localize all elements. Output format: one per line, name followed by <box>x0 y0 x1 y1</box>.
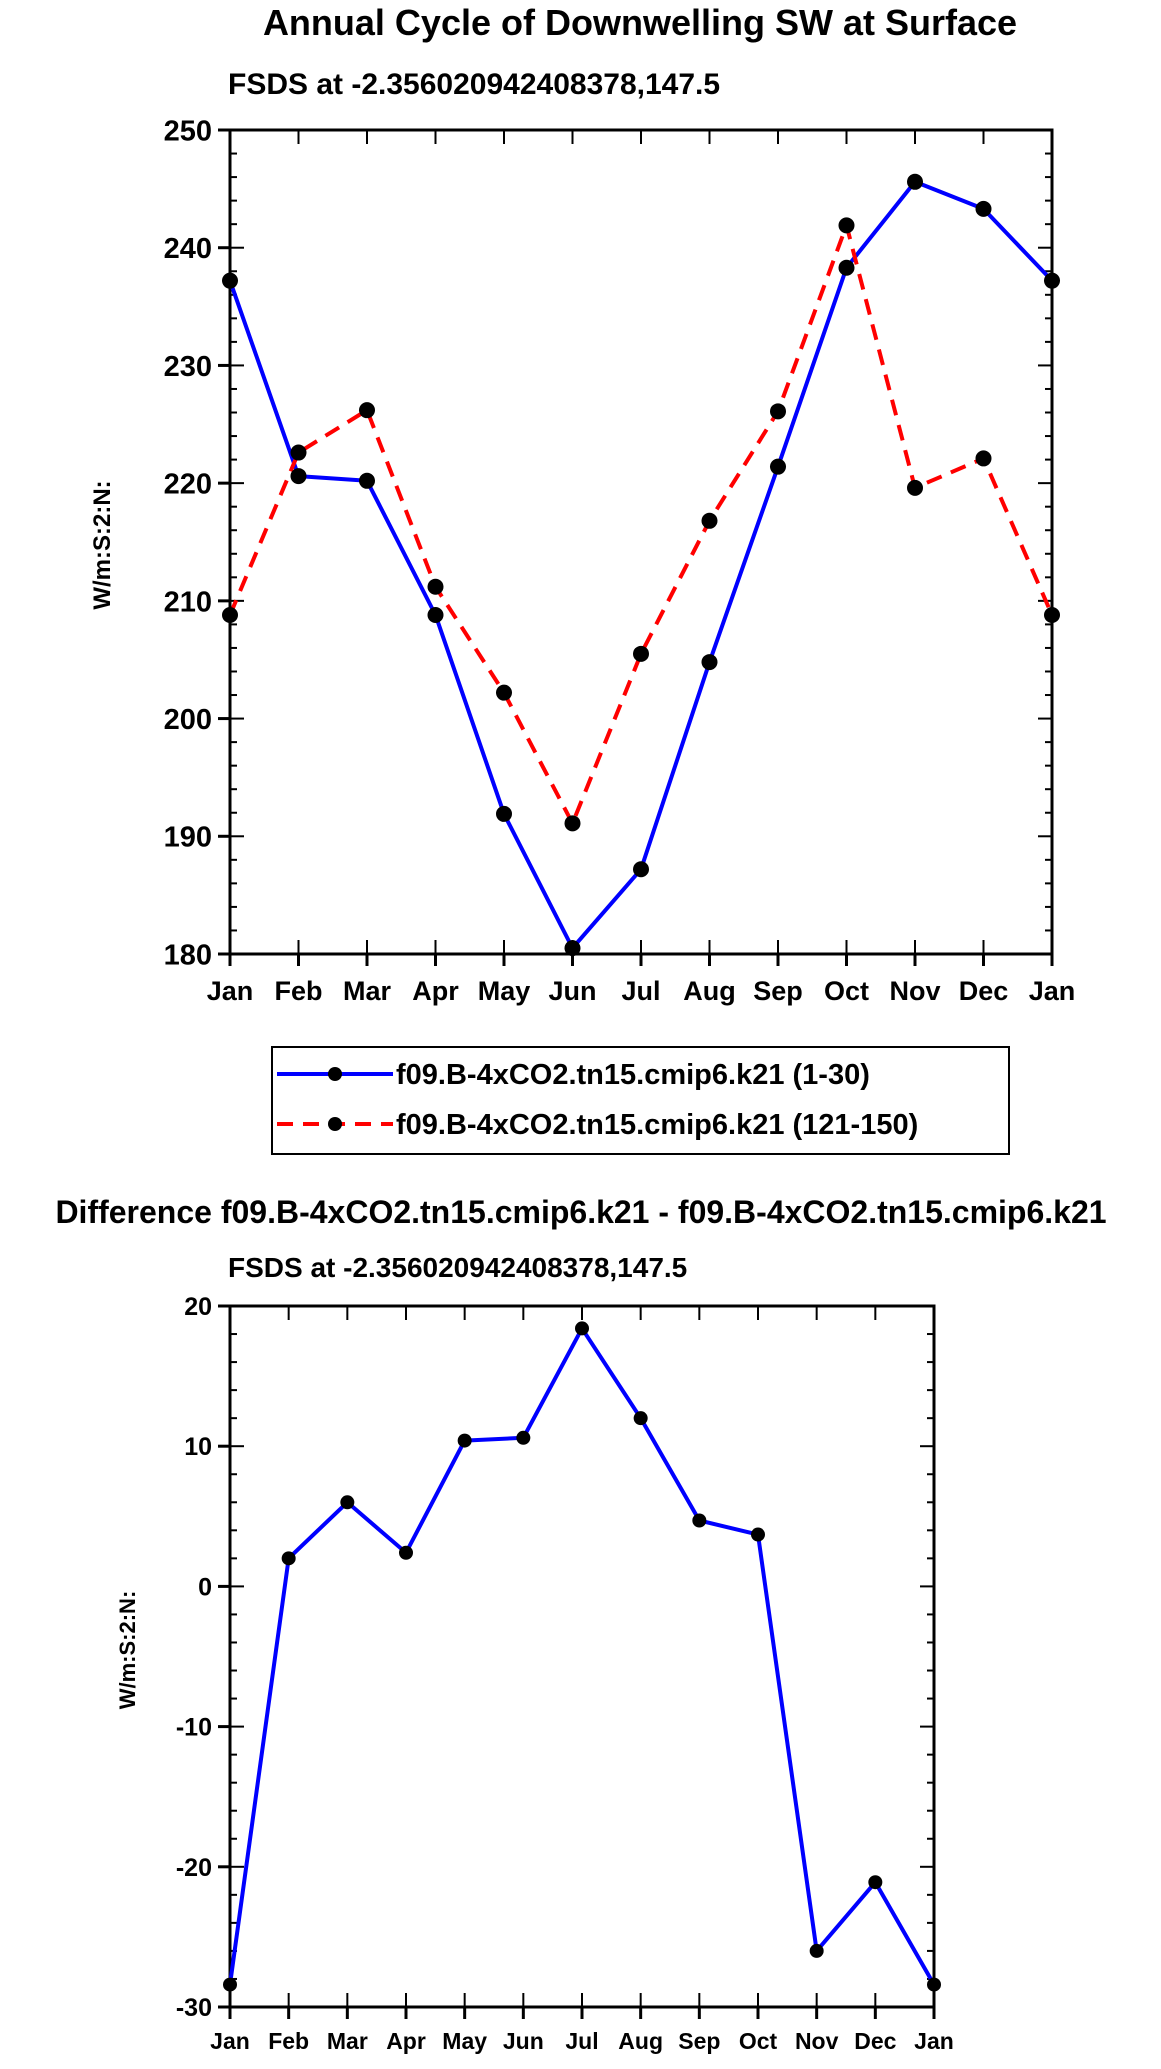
data-point-series2 <box>359 402 375 419</box>
chart2-ylabel: W/m:S:2:N: <box>115 1591 140 1710</box>
series-line-1 <box>228 179 1054 951</box>
chart1-title: Annual Cycle of Downwelling SW at Surfac… <box>263 2 1017 43</box>
x-tick-label: Mar <box>343 976 392 1006</box>
data-point-series1 <box>907 173 923 190</box>
data-point-series1 <box>633 861 649 878</box>
y-tick-label: 220 <box>164 469 212 501</box>
data-point-series1 <box>751 1527 765 1542</box>
y-tick-label: 20 <box>184 1293 212 1321</box>
x-tick-label: Jan <box>1029 976 1076 1006</box>
legend-box <box>271 1046 1010 1155</box>
x-tick-label: Feb <box>274 976 322 1006</box>
x-tick-label: Jan <box>914 2028 954 2054</box>
x-tick-label: Sep <box>753 976 803 1006</box>
y-tick-label: 200 <box>164 704 212 736</box>
data-point-series1 <box>427 606 444 623</box>
data-point-series1 <box>564 940 581 957</box>
data-point-series1 <box>496 805 512 822</box>
data-point-series2 <box>975 450 992 467</box>
data-point-series2 <box>770 403 786 420</box>
data-point-series1 <box>701 654 718 671</box>
data-point-series2 <box>222 606 238 623</box>
data-point-series1 <box>222 272 238 289</box>
data-point-series1 <box>1044 272 1060 289</box>
y-tick-label: -10 <box>176 1714 212 1742</box>
chart2-subtitle: FSDS at -2.356020942408378,147.5 <box>228 1252 687 1283</box>
x-tick-label: Oct <box>739 2028 778 2054</box>
chart1-ylabel: W/m:S:2:N: <box>89 480 116 609</box>
x-tick-label: May <box>478 976 531 1006</box>
y-tick-label: 250 <box>164 115 212 147</box>
data-point-series1 <box>281 1551 296 1566</box>
legend-label-series1: f09.B-4xCO2.tn15.cmip6.k21 (1-30) <box>396 1059 870 1091</box>
x-tick-label: Apr <box>412 976 459 1006</box>
x-tick-label: Jan <box>207 976 254 1006</box>
legend-marker-series2 <box>328 1117 342 1131</box>
legend-marker-series1 <box>328 1067 342 1081</box>
data-point-series1 <box>457 1433 472 1448</box>
y-tick-label: 210 <box>164 586 212 618</box>
data-point-series2 <box>907 479 923 496</box>
data-point-series1 <box>838 259 855 276</box>
data-point-series2 <box>633 645 649 662</box>
plot-frame <box>228 1304 936 2009</box>
x-tick-label: Dec <box>959 976 1009 1006</box>
data-point-series1 <box>868 1875 883 1890</box>
data-point-series1 <box>975 200 992 217</box>
x-tick-label: Sep <box>678 2028 720 2054</box>
x-tick-label: Aug <box>618 2028 663 2054</box>
y-tick-label: 180 <box>164 939 212 971</box>
data-point-series2 <box>427 578 444 595</box>
x-tick-label: Feb <box>268 2028 309 2054</box>
data-point-series1 <box>927 1977 941 1992</box>
x-tick-label: Aug <box>683 976 735 1006</box>
x-tick-label: Nov <box>795 2028 839 2054</box>
data-point-series1 <box>809 1943 824 1958</box>
legend-label-series2: f09.B-4xCO2.tn15.cmip6.k21 (121-150) <box>396 1109 918 1141</box>
data-point-series1 <box>290 468 307 485</box>
x-tick-label: Dec <box>854 2028 896 2054</box>
x-tick-label: May <box>442 2028 487 2054</box>
chart2-title: Difference f09.B-4xCO2.tn15.cmip6.k21 - … <box>55 1194 1106 1230</box>
data-point-series1 <box>575 1321 589 1336</box>
data-point-series1 <box>516 1430 531 1445</box>
y-tick-label: 0 <box>198 1573 212 1601</box>
data-point-series1 <box>223 1977 237 1992</box>
data-point-series1 <box>359 472 375 489</box>
x-tick-label: Oct <box>824 976 869 1006</box>
data-point-series2 <box>838 217 855 234</box>
y-tick-label: -20 <box>176 1854 212 1882</box>
y-tick-label: 240 <box>164 233 212 265</box>
plot-frame <box>228 128 1054 956</box>
data-point-series1 <box>770 458 786 475</box>
x-tick-label: Jun <box>548 976 596 1006</box>
data-point-series2 <box>701 512 718 529</box>
data-point-series1 <box>399 1545 413 1560</box>
series-line-1 <box>228 1326 936 1986</box>
data-point-series1 <box>692 1513 707 1528</box>
chart1-plot: 180 190 200 210 220 230 240 250 Jan Feb Mar Apr May J… <box>164 115 1076 1006</box>
y-tick-label: 10 <box>184 1433 212 1461</box>
chart2-plot: -30 -20 -10 0 10 20 Jan Feb Mar Apr May Jun Jul Aug Se… <box>176 1293 954 2054</box>
data-point-series2 <box>564 815 581 832</box>
series-line-2 <box>228 223 1054 826</box>
x-tick-label: Jul <box>565 2028 598 2054</box>
x-tick-label: Apr <box>386 2028 426 2054</box>
data-point-series2 <box>290 444 307 461</box>
data-point-series1 <box>633 1411 648 1426</box>
x-tick-label: Jul <box>621 976 660 1006</box>
data-point-series2 <box>1044 606 1060 623</box>
x-tick-label: Nov <box>889 976 940 1006</box>
x-tick-label: Jun <box>503 2028 544 2054</box>
x-tick-label: Mar <box>327 2028 368 2054</box>
chart1-legend: f09.B-4xCO2.tn15.cmip6.k21 (1-30) f09.B-… <box>271 1046 1010 1155</box>
chart1-subtitle: FSDS at -2.356020942408378,147.5 <box>228 68 720 101</box>
data-point-series1 <box>340 1495 355 1510</box>
y-tick-label: 190 <box>164 822 212 854</box>
data-point-series2 <box>496 684 512 701</box>
y-tick-label: -30 <box>176 1994 212 2022</box>
y-tick-label: 230 <box>164 351 212 383</box>
x-tick-label: Jan <box>210 2028 250 2054</box>
